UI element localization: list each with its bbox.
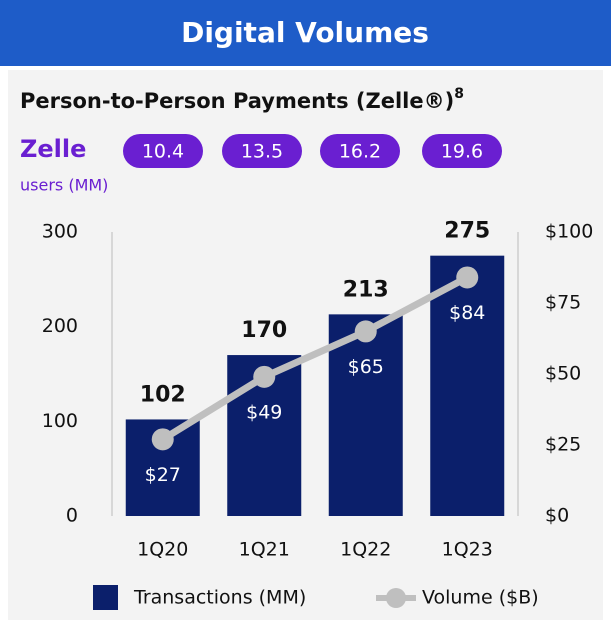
legend-marker [386,588,406,608]
volume-point [354,320,377,343]
volume-value-label: $84 [449,302,485,324]
volume-value-label: $49 [246,401,282,423]
volume-point [151,428,174,451]
volume-point [456,266,479,289]
bar [430,255,505,516]
x-tick-label: 1Q22 [340,539,391,561]
legend-swatch [93,585,118,610]
user-bubble-label: 16.2 [339,141,381,163]
x-tick-label: 1Q23 [442,539,493,561]
y2-tick-label: $0 [545,505,569,527]
volume-value-label: $27 [145,464,181,486]
user-bubble [123,134,203,168]
subtitle-note: 8 [454,86,464,102]
y2-tick-label: $25 [545,434,581,456]
y2-tick-label: $50 [545,363,581,385]
bar [328,314,403,516]
volume-line [160,274,469,443]
bar-value-label: 213 [343,277,389,302]
user-bubble [320,134,400,168]
bar-value-label: 170 [241,318,287,343]
legend-label: Transactions (MM) [133,587,306,609]
y-tick-label: 0 [66,505,78,527]
y2-tick-label: $75 [545,292,581,314]
subtitle-text: Person-to-Person Payments (Zelle®) [20,89,454,113]
y-tick-label: 200 [42,315,78,337]
volume-point [253,365,276,388]
y-tick-label: 100 [42,410,78,432]
zelle-users-label: users (MM) [20,176,108,195]
user-bubble [422,134,502,168]
x-tick-label: 1Q20 [137,539,188,561]
y-tick-label: 300 [42,221,78,243]
user-bubble [222,134,302,168]
legend-label: Volume ($B) [422,587,539,609]
bar-value-label: 102 [140,382,186,407]
x-tick-label: 1Q21 [239,539,290,561]
user-bubble-label: 19.6 [441,141,483,163]
header-band [0,0,611,66]
user-bubble-label: 10.4 [142,141,184,163]
subtitle: Person-to-Person Payments (Zelle®)8 [20,86,464,113]
y2-tick-label: $100 [545,221,593,243]
panel [8,70,603,620]
bar-value-label: 275 [444,219,490,244]
chart-title: Digital Volumes [181,16,429,49]
zelle-logo: Zelle [20,135,86,163]
volume-value-label: $65 [348,356,384,378]
user-bubble-label: 13.5 [241,141,283,163]
